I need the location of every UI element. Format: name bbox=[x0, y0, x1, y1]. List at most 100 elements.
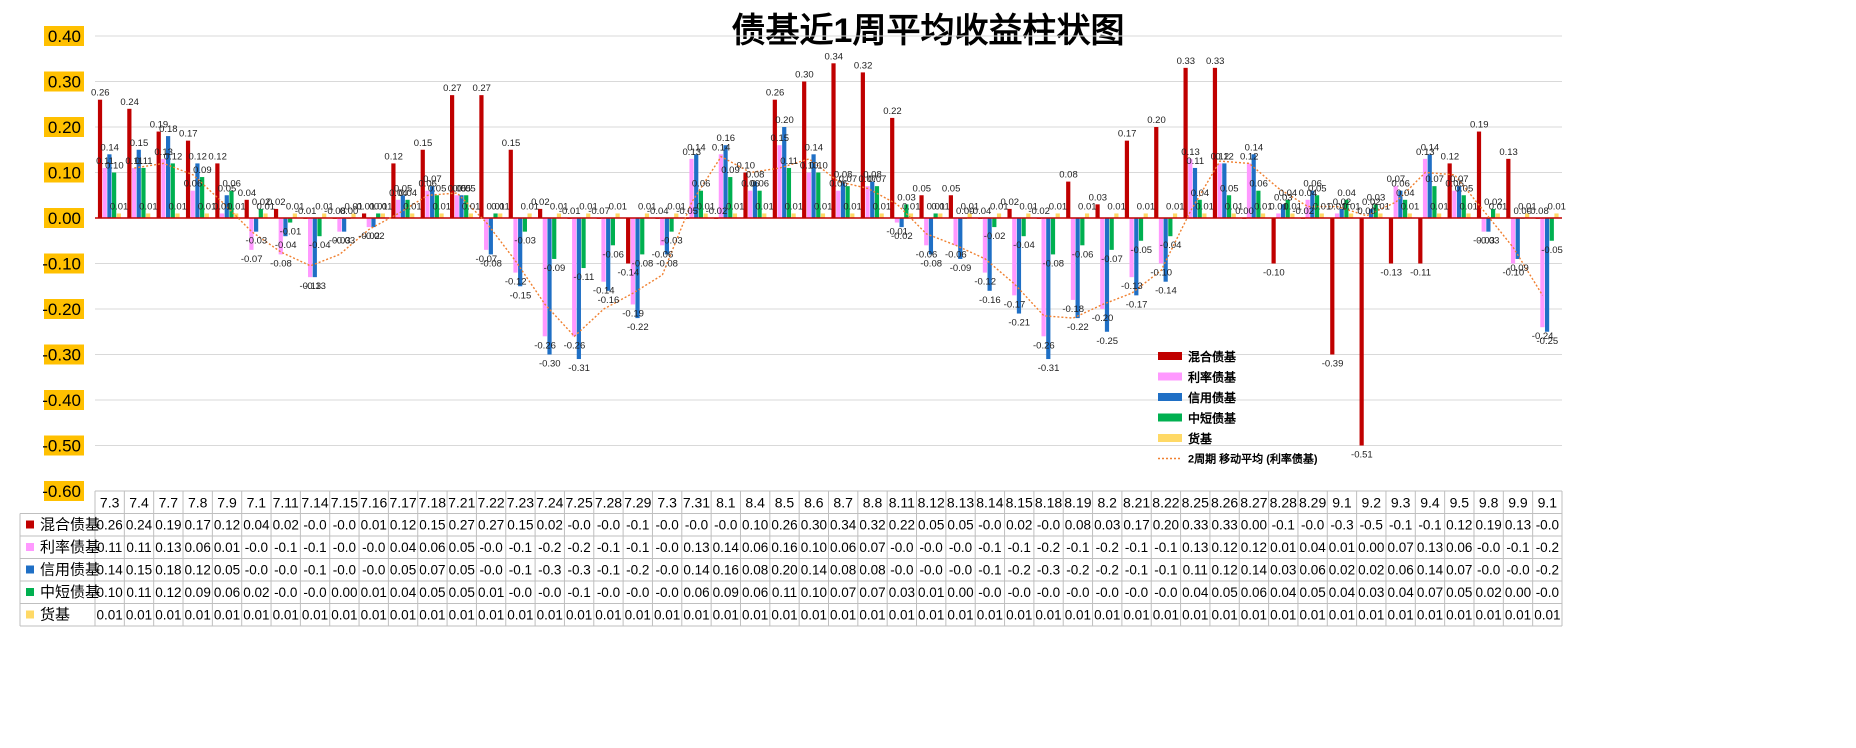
bar-3 bbox=[1515, 218, 1520, 259]
table-cell: 0.13 bbox=[1505, 518, 1531, 533]
table-cell: 0.01 bbox=[830, 608, 856, 623]
table-category: 7.3 bbox=[657, 495, 677, 511]
data-label: 0.32 bbox=[854, 60, 873, 71]
data-label: 0.01 bbox=[374, 201, 393, 212]
data-label: -0.08 bbox=[1527, 206, 1549, 217]
table-category: 8.26 bbox=[1211, 495, 1238, 511]
bar-5 bbox=[1525, 213, 1530, 218]
legend-swatch bbox=[1158, 352, 1182, 360]
data-label: 0.19 bbox=[150, 120, 169, 131]
data-label: 0.26 bbox=[91, 88, 110, 99]
bar-2 bbox=[454, 195, 459, 218]
data-label: -0.13 bbox=[300, 281, 322, 292]
bar-2 bbox=[278, 218, 283, 255]
table-category: 8.12 bbox=[918, 495, 945, 511]
legend-label: 货基 bbox=[1188, 431, 1213, 446]
bar-1 bbox=[890, 117, 895, 218]
bar-2 bbox=[1334, 213, 1340, 218]
bar-3 bbox=[107, 154, 112, 218]
bar-4 bbox=[493, 213, 498, 218]
bar-4 bbox=[1168, 218, 1173, 237]
data-label: -0.08 bbox=[632, 258, 654, 269]
data-label: 0.01 bbox=[1518, 201, 1537, 212]
table-cell: -0.0 bbox=[655, 518, 678, 533]
data-label: 0.05 bbox=[448, 183, 467, 194]
y-tick-label: 0.00 bbox=[48, 209, 81, 228]
bar-4 bbox=[728, 177, 733, 218]
table-cell: -0.2 bbox=[567, 540, 590, 555]
data-label: 0.01 bbox=[1269, 201, 1288, 212]
data-label: 0.06 bbox=[1303, 179, 1322, 190]
bar-2 bbox=[953, 218, 958, 246]
bar-3 bbox=[635, 218, 640, 319]
table-cell: 0.15 bbox=[419, 518, 445, 533]
table-cell: 0.01 bbox=[273, 608, 299, 623]
bar-5 bbox=[1378, 213, 1383, 218]
bar-5 bbox=[292, 213, 297, 218]
data-label: -0.26 bbox=[534, 340, 556, 351]
table-cell: 0.04 bbox=[243, 518, 270, 533]
bar-4 bbox=[112, 172, 117, 218]
bar-5 bbox=[1407, 213, 1412, 218]
table-cell: -0.1 bbox=[597, 563, 620, 578]
table-cell: 0.01 bbox=[331, 608, 357, 623]
table-cell: 0.12 bbox=[1211, 540, 1237, 555]
data-label: 0.24 bbox=[120, 97, 139, 108]
bar-2 bbox=[396, 199, 401, 218]
bar-3 bbox=[870, 181, 875, 218]
bar-5 bbox=[380, 213, 385, 218]
bar-5 bbox=[116, 213, 121, 218]
table-category: 7.1 bbox=[247, 495, 267, 511]
table-legend-key bbox=[26, 565, 34, 574]
bar-5 bbox=[1143, 213, 1148, 218]
bar-4 bbox=[552, 218, 557, 259]
table-category: 8.1 bbox=[716, 495, 736, 511]
legend-swatch bbox=[1158, 434, 1182, 442]
table-cell: -0.0 bbox=[1301, 518, 1324, 533]
table-cell: 0.11 bbox=[97, 540, 122, 555]
table-cell: -0.0 bbox=[479, 563, 502, 578]
data-label: 0.11 bbox=[96, 156, 114, 167]
data-label: 0.01 bbox=[198, 201, 217, 212]
bar-5 bbox=[615, 213, 620, 218]
table-cell: -0.0 bbox=[978, 585, 1001, 600]
table-cell: -0.0 bbox=[1506, 563, 1529, 578]
table-cell: 0.01 bbox=[1417, 608, 1443, 623]
table-cell: -0.0 bbox=[303, 585, 326, 600]
bar-1 bbox=[215, 163, 220, 218]
data-label: 0.00 bbox=[340, 206, 359, 217]
table-cell: 0.01 bbox=[214, 608, 240, 623]
data-label: 0.01 bbox=[726, 201, 745, 212]
bar-4 bbox=[1021, 218, 1026, 237]
table-cell: -0.5 bbox=[1360, 518, 1383, 533]
data-label: 0.01 bbox=[227, 201, 246, 212]
table-cell: 0.01 bbox=[478, 585, 504, 600]
data-label: 0.01 bbox=[487, 201, 506, 212]
bar-5 bbox=[674, 213, 679, 218]
bar-5 bbox=[1055, 213, 1060, 218]
bar-5 bbox=[1231, 213, 1236, 218]
table-category: 9.2 bbox=[1362, 495, 1382, 511]
table-cell: 0.03 bbox=[889, 585, 915, 600]
data-label: 0.05 bbox=[913, 183, 932, 194]
data-label: -0.07 bbox=[1101, 254, 1123, 265]
table-category: 8.19 bbox=[1064, 495, 1091, 511]
data-label: 0.05 bbox=[1308, 183, 1327, 194]
data-label: -0.09 bbox=[950, 263, 972, 274]
data-label: 0.01 bbox=[1328, 201, 1347, 212]
data-label: 0.02 bbox=[252, 197, 271, 208]
table-cell: -0.0 bbox=[978, 518, 1001, 533]
bar-1 bbox=[948, 195, 953, 218]
data-label: 0.03 bbox=[897, 192, 916, 203]
table-cell: 0.01 bbox=[771, 608, 797, 623]
data-label: 0.10 bbox=[105, 161, 124, 172]
table-cell: -0.1 bbox=[1418, 518, 1441, 533]
data-label: 0.01 bbox=[1489, 201, 1508, 212]
data-label: 0.04 bbox=[238, 188, 257, 199]
bar-2 bbox=[748, 190, 753, 218]
bar-1 bbox=[1183, 67, 1188, 218]
data-label: 0.06 bbox=[222, 179, 241, 190]
table-cell: 0.05 bbox=[1446, 585, 1472, 600]
table-cell: 0.12 bbox=[185, 563, 211, 578]
